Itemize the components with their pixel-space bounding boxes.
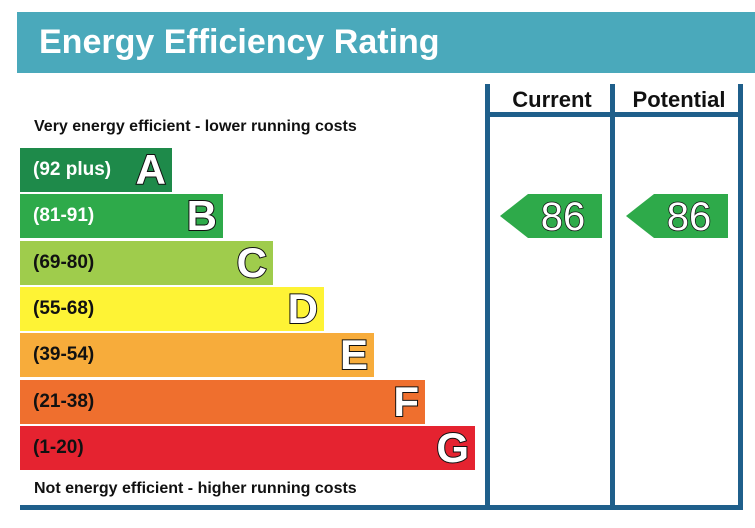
band-letter-label: E [339, 331, 369, 379]
divider-middle [610, 84, 615, 510]
band-d: (55-68) D [20, 285, 324, 333]
title-banner: Energy Efficiency Rating [17, 12, 755, 73]
current-column-header: Current [512, 87, 592, 112]
inefficient-note: Not energy efficient - higher running co… [34, 480, 357, 497]
band-c: (69-80) C [20, 239, 273, 287]
band-range-label: (1-20) [33, 437, 84, 458]
band-letter-label: F [392, 378, 420, 426]
band-range-label: (21-38) [33, 391, 95, 412]
band-letter-label: G [435, 424, 470, 472]
current-arrow-shape [500, 194, 602, 238]
current-rating-arrow: 86 [500, 194, 602, 240]
band-range-label: (39-54) [33, 344, 95, 365]
band-letter-label: D [287, 285, 319, 333]
band-b: (81-91) B [20, 192, 223, 240]
band-letter-label: B [186, 192, 218, 240]
band-range-label: (92 plus) [33, 159, 112, 180]
chart-baseline [20, 505, 743, 510]
potential-arrow-shape [626, 194, 728, 238]
efficient-note: Very energy efficient - lower running co… [34, 118, 357, 135]
potential-column-header: Potential [632, 87, 726, 112]
divider-right [738, 84, 743, 510]
column-header-underline [485, 112, 743, 117]
band-a: (92 plus) A [20, 146, 172, 194]
potential-rating-value: 86 [666, 194, 712, 240]
band-letter-label: C [236, 239, 268, 287]
divider-left [485, 84, 490, 510]
potential-rating-arrow: 86 [626, 194, 728, 240]
current-rating-value: 86 [540, 194, 586, 240]
page-title: Energy Efficiency Rating [39, 23, 440, 61]
band-e: (39-54) E [20, 331, 374, 379]
band-range-label: (55-68) [33, 298, 95, 319]
band-g: (1-20) G [20, 424, 475, 472]
band-letter-label: A [135, 146, 167, 194]
band-range-label: (81-91) [33, 205, 95, 226]
band-range-label: (69-80) [33, 252, 95, 273]
band-f: (21-38) F [20, 378, 425, 426]
